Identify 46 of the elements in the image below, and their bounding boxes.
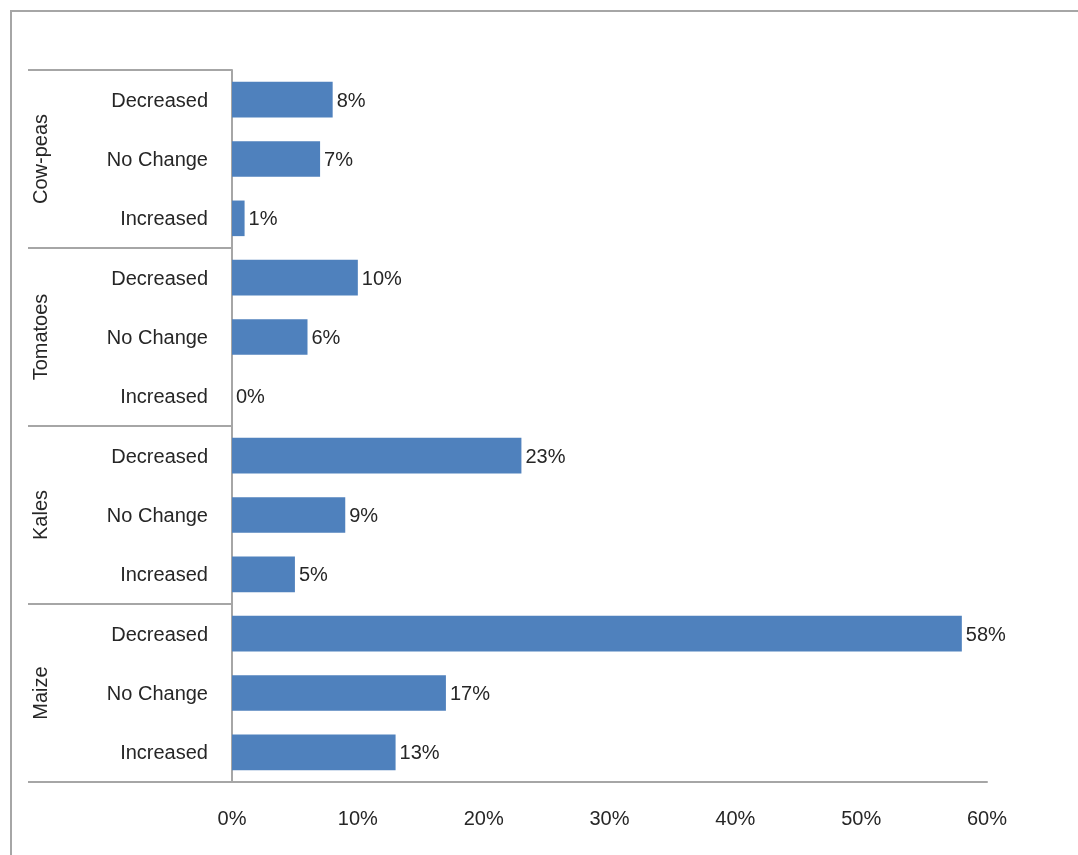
y-tick-label: Decreased — [111, 88, 208, 111]
data-label: 5% — [298, 563, 329, 586]
data-label: 0% — [236, 385, 266, 408]
data-label: 1% — [248, 207, 278, 230]
x-tick-label: 20% — [463, 807, 504, 829]
bar — [232, 497, 346, 533]
bar — [232, 319, 308, 355]
bar — [232, 615, 962, 652]
x-tick-label: 30% — [589, 807, 630, 829]
y-tick-label: Increased — [120, 563, 208, 586]
x-tick-label: 40% — [715, 807, 756, 829]
data-label: 23% — [525, 444, 566, 467]
x-tick-label: 60% — [966, 807, 1008, 829]
y-tick-label: No Change — [106, 504, 208, 526]
text: Maize — [29, 666, 51, 720]
text: Cow-peas — [29, 113, 51, 205]
data-label: 9% — [349, 504, 379, 526]
bar — [232, 556, 295, 593]
x-tick-label: 0% — [217, 807, 247, 829]
bar — [232, 437, 522, 474]
y-tick-label: Increased — [120, 385, 208, 408]
y-tick-label: Decreased — [111, 444, 208, 467]
y-tick-label: Increased — [120, 207, 208, 230]
bar — [232, 734, 396, 771]
bar — [232, 259, 358, 296]
data-label: 13% — [399, 741, 440, 764]
data-label: 6% — [311, 326, 341, 348]
data-label: 58% — [965, 622, 1007, 645]
y-tick-label: No Change — [106, 148, 208, 170]
y-tick-label: No Change — [106, 326, 208, 348]
text: Tomatoes — [29, 293, 51, 381]
bar — [232, 200, 245, 237]
text: Kales — [29, 489, 51, 541]
data-label: 8% — [336, 88, 366, 111]
x-tick-label: 10% — [337, 807, 379, 829]
bar — [232, 81, 333, 118]
bar — [232, 141, 321, 177]
y-tick-label: Decreased — [111, 266, 208, 289]
y-tick-label: Decreased — [111, 622, 208, 645]
data-label: 7% — [324, 148, 354, 170]
bar — [232, 675, 446, 711]
data-label: 10% — [361, 266, 403, 289]
data-label: 17% — [449, 682, 491, 704]
y-tick-label: Increased — [120, 741, 208, 764]
y-tick-label: No Change — [106, 682, 208, 704]
x-tick-label: 50% — [841, 807, 882, 829]
